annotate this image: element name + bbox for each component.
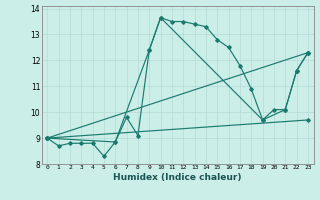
X-axis label: Humidex (Indice chaleur): Humidex (Indice chaleur)	[113, 173, 242, 182]
